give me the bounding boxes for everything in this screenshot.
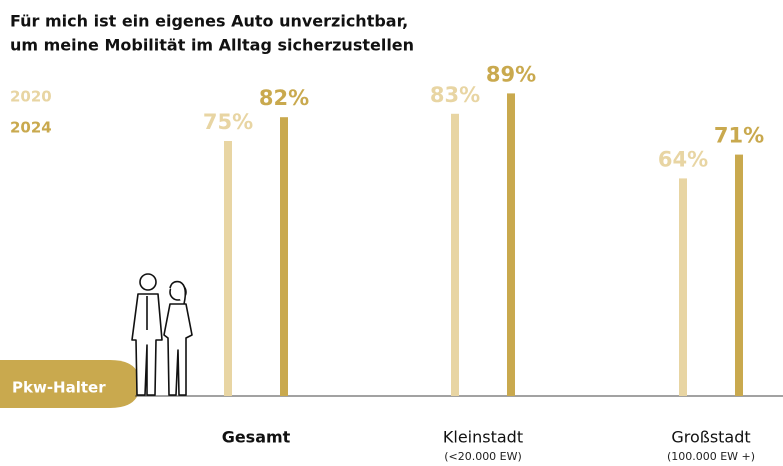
data-label: 75% — [203, 110, 253, 134]
group-tab — [0, 360, 140, 408]
bar — [679, 178, 687, 396]
group-label: Pkw-Halter — [12, 379, 106, 397]
category-note: (<20.000 EW) — [444, 450, 522, 463]
legend-label: 2024 — [10, 119, 52, 137]
x-tick-label: Kleinstadt — [443, 428, 523, 447]
legend-label: 2020 — [10, 88, 52, 106]
data-label: 83% — [430, 83, 480, 107]
x-tick-label: Gesamt — [222, 428, 291, 447]
people-illustration — [131, 273, 193, 396]
bar — [280, 117, 288, 396]
chart-title: Für mich ist ein eigenes Auto unverzicht… — [10, 12, 408, 31]
data-label: 64% — [658, 147, 708, 171]
category-note: (100.000 EW +) — [667, 450, 755, 463]
data-label: 89% — [486, 62, 536, 86]
data-label: 82% — [259, 86, 309, 110]
x-tick-label: Großstadt — [671, 428, 750, 447]
data-label: 71% — [714, 124, 764, 148]
chart-title: um meine Mobilität im Alltag sicherzuste… — [10, 36, 414, 55]
bar — [451, 113, 459, 397]
bar — [224, 141, 232, 396]
bar — [735, 154, 743, 396]
bar — [507, 93, 515, 397]
